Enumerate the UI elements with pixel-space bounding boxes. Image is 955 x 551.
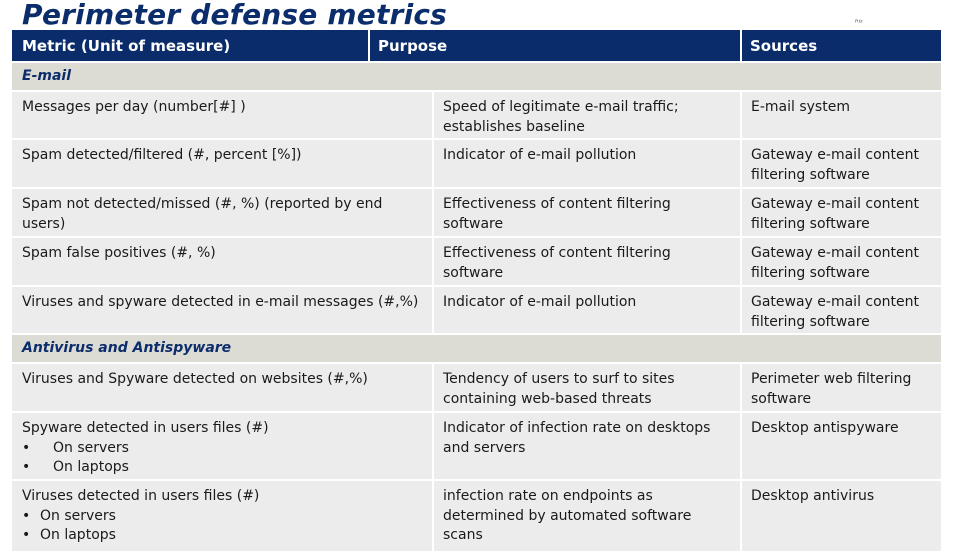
- metric-text: Spyware detected in users files (#): [22, 420, 269, 436]
- table-row: Spam not detected/missed (#, %) (reporte…: [12, 187, 941, 236]
- table-row: Viruses and spyware detected in e-mail m…: [12, 285, 941, 333]
- corner-mark: ᴿᴵᶻ: [855, 18, 863, 27]
- table-row: Messages per day (number[#] ) Speed of l…: [12, 90, 941, 138]
- table-row: Spam false positives (#, %) Effectivenes…: [12, 236, 941, 285]
- column-divider: [432, 481, 434, 551]
- column-divider: [432, 140, 434, 187]
- purpose-cell: Tendency of users to surf to sites conta…: [443, 371, 675, 407]
- source-cell: Perimeter web filtering software: [751, 371, 912, 407]
- purpose-cell: Effectiveness of content filtering softw…: [443, 196, 671, 232]
- header-metric: Metric (Unit of measure): [22, 37, 231, 55]
- table-row: Viruses detected in users files (#) On s…: [12, 479, 941, 551]
- metric-cell: Viruses and spyware detected in e-mail m…: [22, 294, 419, 310]
- bullet-item: On servers: [22, 507, 427, 527]
- purpose-cell: Effectiveness of content filtering softw…: [443, 245, 671, 281]
- metric-cell: Spyware detected in users files (#) On s…: [22, 419, 427, 478]
- column-divider: [432, 189, 434, 236]
- column-divider: [432, 238, 434, 285]
- column-divider: [432, 413, 434, 479]
- column-divider: [740, 238, 742, 285]
- table-header: Metric (Unit of measure) Purpose Sources: [12, 30, 941, 61]
- column-divider: [432, 92, 434, 138]
- bullet-list: On servers On laptops: [22, 507, 427, 546]
- purpose-cell: Indicator of e-mail pollution: [443, 147, 637, 163]
- header-divider: [368, 30, 370, 61]
- column-divider: [432, 287, 434, 333]
- column-divider: [740, 364, 742, 411]
- section-email: E-mail: [12, 61, 941, 90]
- source-cell: Desktop antispyware: [751, 420, 899, 436]
- source-cell: Gateway e-mail content filtering softwar…: [751, 245, 920, 281]
- source-cell: Gateway e-mail content filtering softwar…: [751, 294, 920, 330]
- metrics-table: Metric (Unit of measure) Purpose Sources…: [12, 30, 941, 551]
- purpose-cell: infection rate on endpoints as determine…: [443, 488, 692, 543]
- column-divider: [740, 287, 742, 333]
- column-divider: [432, 364, 434, 411]
- bullet-item: On laptops: [22, 526, 427, 546]
- column-divider: [740, 189, 742, 236]
- purpose-cell: Speed of legitimate e-mail traffic; esta…: [443, 99, 679, 135]
- header-sources: Sources: [750, 37, 818, 55]
- section-title: E-mail: [22, 68, 72, 84]
- page-title: Perimeter defense metrics: [22, 0, 448, 31]
- section-antivirus: Antivirus and Antispyware: [12, 333, 941, 362]
- header-divider: [740, 30, 742, 61]
- purpose-cell: Indicator of e-mail pollution: [443, 294, 637, 310]
- source-cell: E-mail system: [751, 99, 850, 115]
- purpose-cell: Indicator of infection rate on desktops …: [443, 420, 711, 456]
- source-cell: Desktop antivirus: [751, 488, 875, 504]
- metric-text: Viruses detected in users files (#): [22, 488, 260, 504]
- bullet-list: On servers On laptops: [22, 439, 427, 478]
- metric-cell: Spam not detected/missed (#, %) (reporte…: [22, 196, 383, 232]
- metric-cell: Viruses and Spyware detected on websites…: [22, 371, 368, 387]
- table-row: Spyware detected in users files (#) On s…: [12, 411, 941, 479]
- bullet-item: On laptops: [22, 458, 427, 478]
- column-divider: [740, 413, 742, 479]
- source-cell: Gateway e-mail content filtering softwar…: [751, 196, 920, 232]
- table-row: Spam detected/filtered (#, percent [%]) …: [12, 138, 941, 187]
- bullet-item: On servers: [22, 439, 427, 459]
- table-row: Viruses and Spyware detected on websites…: [12, 362, 941, 411]
- column-divider: [740, 481, 742, 551]
- section-title: Antivirus and Antispyware: [22, 340, 232, 356]
- source-cell: Gateway e-mail content filtering softwar…: [751, 147, 920, 183]
- metric-cell: Spam detected/filtered (#, percent [%]): [22, 147, 302, 163]
- column-divider: [740, 140, 742, 187]
- metric-cell: Spam false positives (#, %): [22, 245, 216, 261]
- header-purpose: Purpose: [378, 37, 448, 55]
- metric-cell: Viruses detected in users files (#) On s…: [22, 487, 427, 546]
- column-divider: [740, 92, 742, 138]
- metric-cell: Messages per day (number[#] ): [22, 99, 246, 115]
